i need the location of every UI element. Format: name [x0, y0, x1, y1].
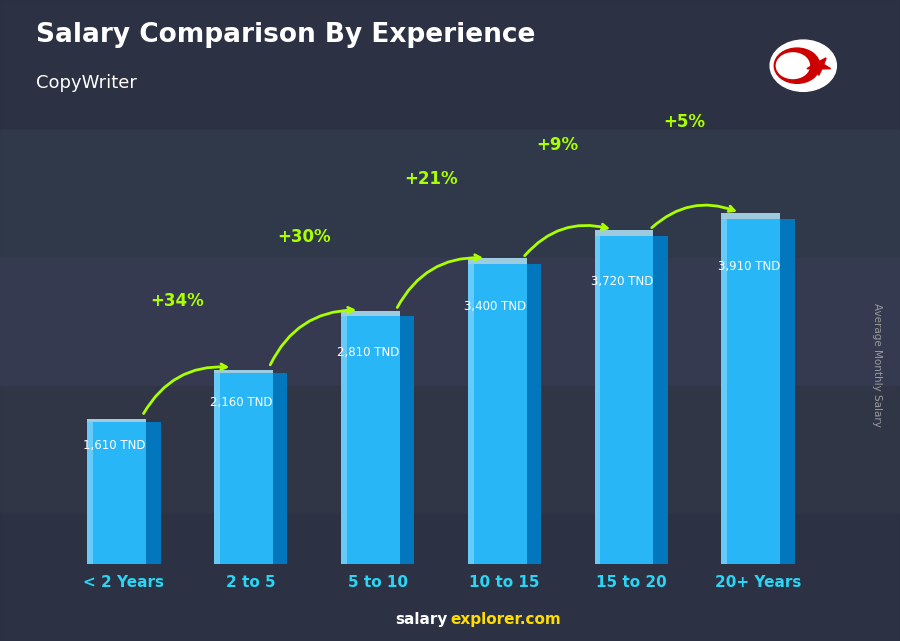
Bar [273, 373, 287, 564]
Bar [595, 229, 653, 235]
Bar [722, 219, 727, 564]
Bar [468, 264, 526, 564]
Text: 2,810 TND: 2,810 TND [337, 345, 400, 359]
Circle shape [777, 53, 809, 79]
Bar [526, 264, 541, 564]
Circle shape [770, 40, 836, 91]
Bar [780, 219, 795, 564]
Text: explorer.com: explorer.com [450, 612, 561, 627]
Text: 2,160 TND: 2,160 TND [210, 396, 273, 409]
Text: salary: salary [395, 612, 447, 627]
Bar [87, 422, 146, 564]
Bar [341, 316, 400, 564]
Text: CopyWriter: CopyWriter [36, 74, 137, 92]
Bar [653, 235, 668, 564]
Bar [468, 258, 526, 264]
Bar [341, 312, 400, 316]
Text: +30%: +30% [277, 228, 331, 246]
Text: +21%: +21% [404, 171, 458, 188]
Bar [722, 213, 780, 219]
Bar [87, 419, 146, 422]
Bar [468, 264, 473, 564]
Text: Salary Comparison By Experience: Salary Comparison By Experience [36, 22, 536, 49]
Text: 3,400 TND: 3,400 TND [464, 300, 526, 313]
Text: 3,910 TND: 3,910 TND [717, 260, 780, 273]
Bar [146, 422, 160, 564]
Bar [87, 422, 93, 564]
Bar [595, 235, 600, 564]
Circle shape [774, 48, 820, 83]
Text: 1,610 TND: 1,610 TND [83, 439, 146, 452]
Text: +34%: +34% [150, 292, 204, 310]
Bar [595, 235, 653, 564]
Bar [341, 316, 346, 564]
Bar [214, 373, 220, 564]
Text: +5%: +5% [663, 113, 706, 131]
Text: +9%: +9% [536, 136, 579, 154]
Bar [400, 316, 414, 564]
Bar [214, 373, 273, 564]
Polygon shape [807, 58, 831, 75]
Text: Average Monthly Salary: Average Monthly Salary [872, 303, 883, 428]
Text: 3,720 TND: 3,720 TND [590, 275, 653, 288]
Bar [214, 370, 273, 373]
Bar [722, 219, 780, 564]
